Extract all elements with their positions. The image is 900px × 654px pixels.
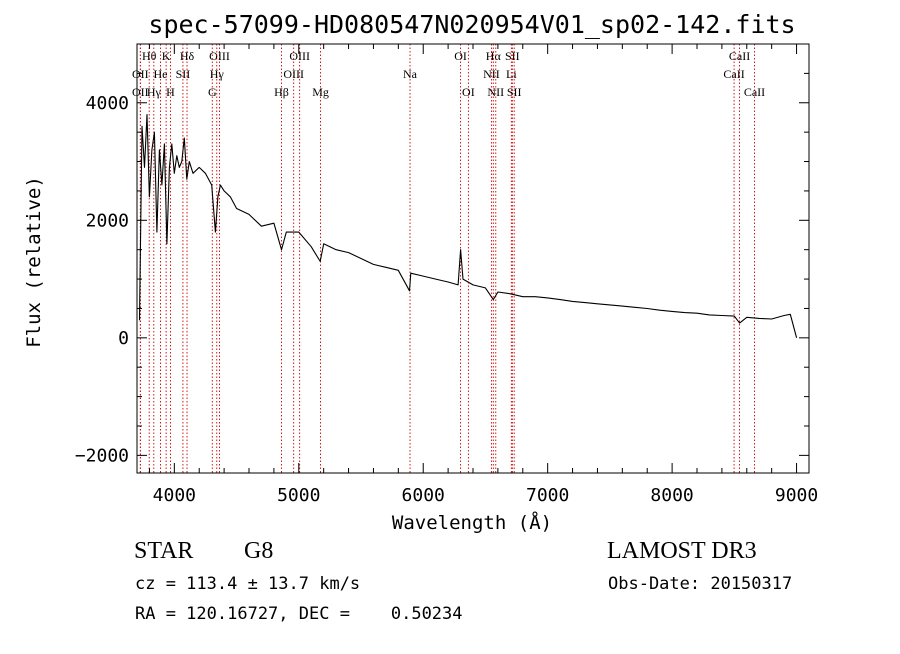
line-label-27: CaII — [744, 85, 765, 99]
series-layer — [138, 113, 798, 338]
line-label-10: Hγ — [210, 67, 225, 81]
line-label-7: H — [166, 85, 175, 99]
line-label-6: SII — [176, 67, 191, 81]
line-label-11: G — [208, 85, 217, 99]
x-tick-label-7000: 7000 — [526, 485, 569, 506]
object-subclass: G8 — [244, 538, 274, 564]
line-label-25: CaII — [729, 49, 750, 63]
line-label-20: SII — [505, 49, 520, 63]
line-label-26: CaII — [723, 67, 744, 81]
line-label-22: Li — [506, 67, 517, 81]
chart-title: spec-57099-HD080547N020954V01_sp02-142.f… — [148, 10, 795, 39]
coordinates: RA = 120.16727, DEC = 0.50234 — [135, 604, 463, 624]
y-tick-label--2000: −2000 — [75, 445, 129, 466]
line-label-17: OI — [454, 49, 467, 63]
series-line-0 — [138, 113, 798, 338]
survey-name: LAMOST DR3 — [607, 538, 757, 564]
y-tick-label-0: 0 — [118, 328, 129, 349]
line-label-15: Mg — [312, 85, 329, 99]
y-tick-label-2000: 2000 — [86, 210, 129, 231]
line-label-21: NII — [483, 67, 500, 81]
line-label-5: K — [162, 49, 171, 63]
redshift-velocity: cz = 113.4 ± 13.7 km/s — [135, 574, 361, 594]
line-label-0: OII — [132, 67, 149, 81]
line-label-16: Na — [403, 67, 418, 81]
line-label-1: OII — [132, 85, 149, 99]
x-tick-label-6000: 6000 — [402, 485, 445, 506]
plot-frame — [136, 43, 810, 474]
y-axis-label: Flux (relative) — [23, 176, 45, 348]
line-label-13: OIII — [289, 49, 310, 63]
line-label-24: SII — [507, 85, 522, 99]
line-label-23: NII — [487, 85, 504, 99]
line-label-3: He — [154, 67, 168, 81]
x-axis-label: Wavelength (Å) — [392, 511, 552, 534]
line-label-2: Hθ — [142, 49, 157, 63]
line-label-12: Hβ — [274, 85, 289, 99]
axes: 4000 5000 6000 7000 8000 9000 −2000 0 2000 4000 — [75, 43, 818, 506]
line-label-18: OI — [462, 85, 475, 99]
x-tick-label-5000: 5000 — [277, 485, 320, 506]
x-tick-label-4000: 4000 — [153, 485, 196, 506]
x-tick-label-9000: 9000 — [775, 485, 818, 506]
line-label-14: OIII — [283, 67, 304, 81]
object-class: STAR — [134, 538, 194, 564]
line-label-19: Hα — [486, 49, 502, 63]
observation-date: Obs-Date: 20150317 — [608, 574, 793, 594]
x-tick-label-8000: 8000 — [650, 485, 693, 506]
y-tick-label-4000: 4000 — [86, 93, 129, 114]
line-label-4: Hγ — [147, 85, 162, 99]
line-label-9: OIII — [209, 49, 230, 63]
line-label-8: Hδ — [180, 49, 195, 63]
